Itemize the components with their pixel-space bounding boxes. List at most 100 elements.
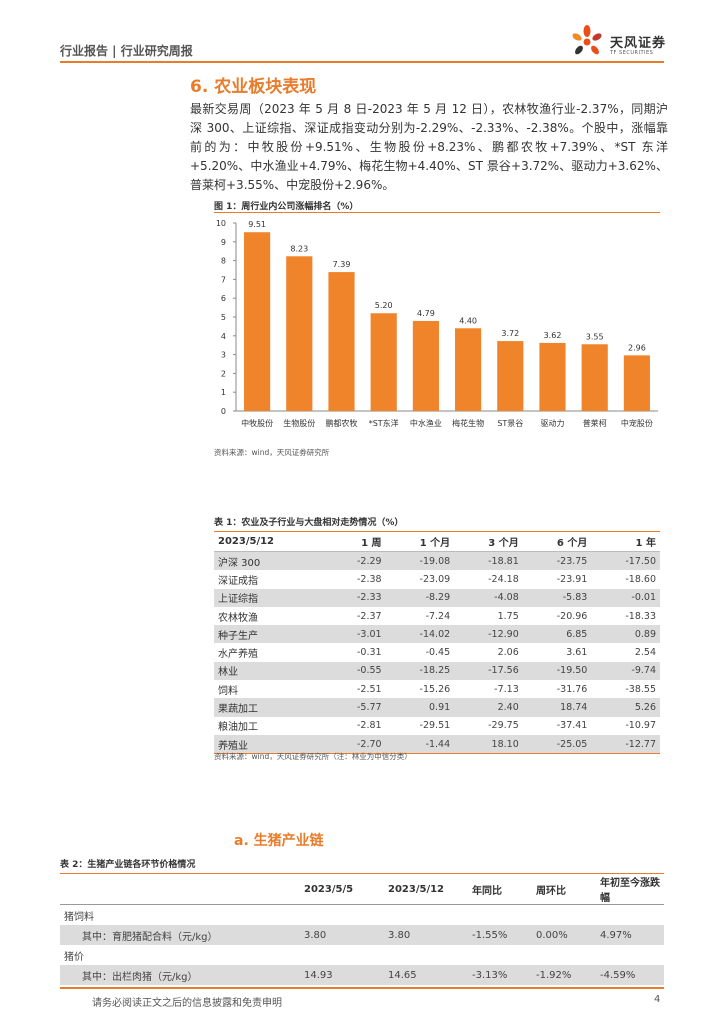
column-header: 3 个月 [454,531,523,552]
y-tick-label: 9 [221,238,226,247]
table-cell: -20.96 [556,610,588,622]
column-header: 年初至今涨跌幅 [596,873,664,905]
table-header-row: 2023/5/5 2023/5/12 年同比 周环比 年初至今涨跌幅 [60,873,664,905]
figure-source: 资料来源：wind，天风证券研究所 [214,448,330,457]
table-row: 猪价 [60,945,664,965]
row-label: 粮油加工 [218,722,258,734]
column-header: 周环比 [532,873,596,905]
column-header: 1 个月 [385,531,455,552]
table-row: 粮油加工 -2.81 -29.51 -29.75 -37.41 -10.97 [214,717,660,735]
section-title: 6. 农业板块表现 [190,77,317,97]
table-row: 种子生产 -3.01 -14.02 -12.90 6.85 0.89 [214,625,660,644]
table-cell: -0.31 [356,647,382,659]
logo-flower-icon [572,25,602,55]
relative-performance-table: 表 1：农业及子行业与大盘相对走势情况（%） 2023/5/12 1 周 1 个… [214,515,660,755]
y-tick-label: 3 [221,351,226,360]
table-cell: -17.56 [454,661,523,681]
group-label: 猪饲料 [64,911,94,923]
table-cell: 3.80 [300,925,384,945]
y-tick-label: 7 [221,275,226,284]
data-label: 8.23 [290,244,308,253]
row-label: 种子生产 [214,625,328,644]
table-cell: -0.01 [591,588,660,607]
table-cell: -25.05 [522,734,592,755]
table-cell: -29.75 [488,720,519,732]
row-label: 深证成指 [218,575,258,587]
column-header: 2023/5/12 [214,531,328,552]
y-tick-label: 1 [221,388,226,397]
table-cell: -2.33 [327,588,386,607]
table-cell: -37.41 [556,720,588,732]
table-cell: -18.33 [625,610,656,622]
bar [412,320,439,411]
bar [244,232,271,411]
breadcrumb: 行业报告 | 行业研究周报 [60,44,193,58]
column-header: 1 年 [591,531,660,552]
column-header [60,873,300,905]
table-cell: -1.44 [385,734,455,755]
table-cell: 6.85 [522,625,592,644]
table-cell: -12.77 [591,734,660,755]
table-row: 养殖业 -2.70 -1.44 18.10 -25.05 -12.77 [214,734,660,755]
table-cell: 0.89 [591,625,660,644]
table-row: 农林牧渔 -2.37 -7.24 1.75 -20.96 -18.33 [214,607,660,625]
row-label: 养殖业 [214,734,328,755]
table-cell: 18.74 [522,698,592,717]
x-tick-label: ST景谷 [497,419,523,428]
table-cell: -1.92% [532,965,596,985]
data-label: 3.72 [501,329,519,338]
row-label: 农林牧渔 [218,612,258,624]
header-divider [60,61,664,63]
column-header: 6 个月 [522,531,592,552]
data-label: 3.55 [586,332,604,341]
table-cell: -8.29 [385,588,455,607]
table-cell: -9.74 [591,661,660,681]
x-tick-label: 中水渔业 [410,418,442,428]
hog-price-table: 2023/5/5 2023/5/12 年同比 周环比 年初至今涨跌幅 猪饲料 其… [60,873,664,985]
table-cell: -5.83 [522,588,592,607]
table-cell: -23.75 [522,551,592,571]
y-tick-label: 8 [221,257,226,266]
table-row: 沪深 300 -2.29 -19.08 -18.81 -23.75 -17.50 [214,551,660,571]
table-cell: -23.91 [556,573,588,585]
table-cell: -18.81 [454,551,523,571]
table-cell: 其中：出栏肉猪（元/kg） [60,965,300,985]
table-title: 表 1：农业及子行业与大盘相对走势情况（%） [214,518,404,528]
table-cell: -2.37 [356,610,382,622]
x-tick-label: 生物股份 [283,418,315,428]
table-cell: -2.81 [356,720,382,732]
table-row: 饲料 -2.51 -15.26 -7.13 -31.76 -38.55 [214,680,660,698]
table-cell: -17.50 [591,551,660,571]
data-label: 7.39 [333,260,351,269]
bar [623,355,650,411]
y-tick-label: 2 [221,369,226,378]
table-cell: -7.13 [494,683,519,695]
bar [370,313,397,411]
table-cell: 14.65 [384,965,468,985]
table-cell: -3.01 [327,625,386,644]
table-cell: -4.59% [596,965,664,985]
table-cell: 1.75 [497,610,519,622]
x-tick-label: 中宠股份 [621,418,653,428]
page-number: 4 [654,994,661,1005]
bar [497,341,524,411]
table-row: 水产养殖 -0.31 -0.45 2.06 3.61 2.54 [214,643,660,661]
figure-title-divider [214,212,660,213]
table-row: 深证成指 -2.38 -23.09 -24.18 -23.91 -18.60 [214,570,660,588]
footer-divider [60,987,664,989]
table-cell: 3.80 [384,925,468,945]
bar [539,342,566,411]
column-header: 2023/5/12 [384,873,468,905]
bar [328,272,355,411]
table-cell: 0.91 [385,698,455,717]
table-cell: -10.97 [625,720,656,732]
row-label: 饲料 [218,685,238,697]
body-paragraph: 最新交易周（2023 年 5 月 8 日-2023 年 5 月 12 日），农林… [190,102,668,192]
table-header-row: 2023/5/12 1 周 1 个月 3 个月 6 个月 1 年 [214,531,660,552]
x-tick-label: *ST东洋 [369,418,399,428]
table-row: 猪饲料 [60,905,664,926]
table-cell: 其中：育肥猪配合料（元/kg） [60,925,300,945]
table-source: 资料来源：wind，天风证券研究所（注：林业为中信分类） [214,752,412,761]
table-cell: -38.55 [625,683,656,695]
x-tick-label: 普莱柯 [583,418,607,428]
